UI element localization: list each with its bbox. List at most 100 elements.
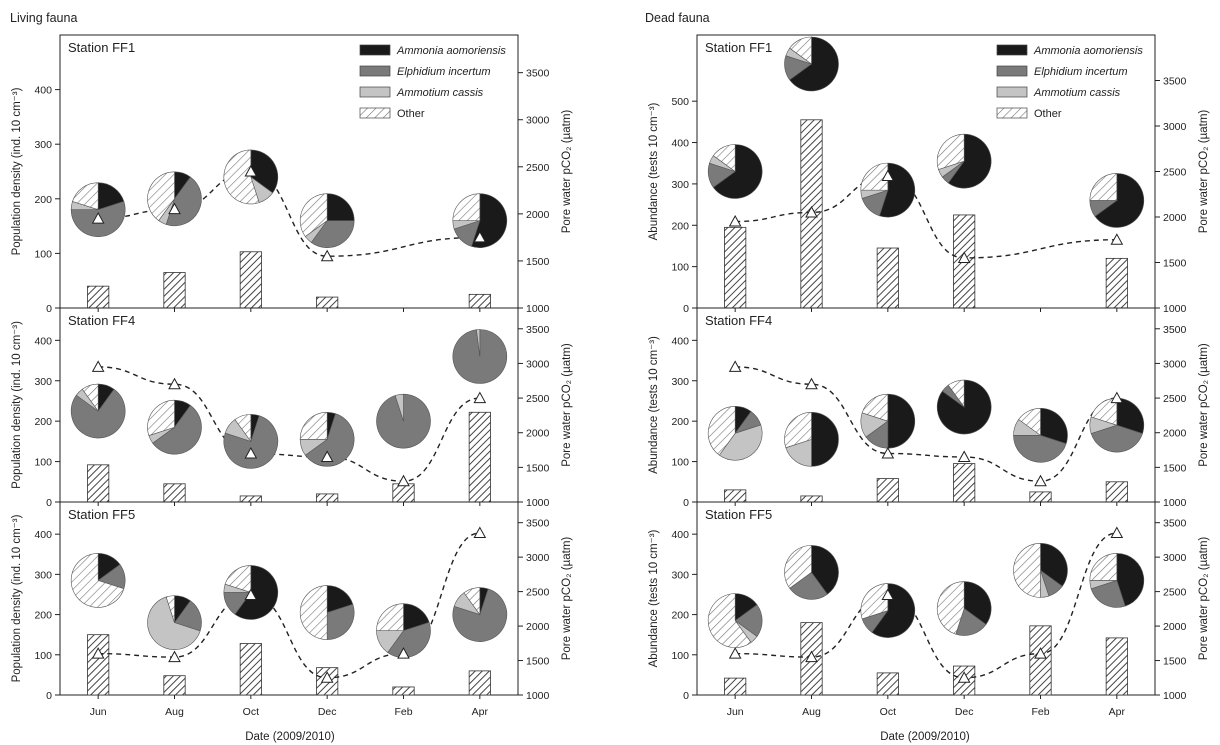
- pie-chart: [223, 414, 279, 469]
- bar: [724, 226, 747, 309]
- pie-chart: [784, 412, 839, 467]
- bar: [1105, 637, 1128, 696]
- y2-tick-label: 2500: [1163, 587, 1187, 599]
- pie-slice: [1090, 424, 1143, 453]
- y2-tick-label: 1500: [1163, 462, 1187, 474]
- pco2-marker: [320, 450, 334, 462]
- pie-slice: [789, 571, 828, 600]
- bar: [1105, 257, 1128, 309]
- legend-swatch: [359, 107, 391, 119]
- pie-slice: [1116, 553, 1145, 607]
- y2-tick-label: 3500: [1163, 324, 1187, 336]
- y-tick-label: 200: [34, 416, 52, 428]
- station-title: Station FF1: [68, 40, 135, 55]
- bar: [724, 677, 747, 696]
- pco2-line: [735, 175, 1117, 259]
- y-tick-label: 100: [671, 262, 689, 274]
- y2-axis-label: Pore water pCO₂ (µatm): [1198, 343, 1210, 467]
- y-tick-label: 400: [34, 335, 52, 347]
- pie-slice: [861, 393, 889, 422]
- panel-frame: [59, 307, 519, 503]
- y-tick-label: 300: [671, 569, 689, 581]
- panel-dead-2: 0 100 200 300 400 1000 1500 2000 2500 3000 3500 Sta…: [648, 307, 1210, 509]
- bar: [87, 285, 110, 309]
- bar: [724, 489, 747, 503]
- legend-label: Elphidium incertum: [1034, 66, 1128, 78]
- y-tick-label: 400: [671, 138, 689, 150]
- bar: [468, 293, 491, 309]
- pie-slice: [811, 412, 839, 467]
- y2-tick-label: 1000: [1163, 690, 1187, 702]
- legend-swatch: [996, 86, 1028, 98]
- panel-living-2: 0 100 200 300 400 1000 1500 2000 2500 3000 3500 Sta…: [11, 307, 573, 509]
- panel-dead-3: 0 100 200 300 400 1000 1500 2000 2500 3000 3500 Jun…: [648, 501, 1210, 718]
- x-tick-label: Feb: [394, 706, 412, 718]
- y2-tick-label: 2500: [1163, 167, 1187, 179]
- y-tick-label: 100: [34, 248, 52, 260]
- y-tick-label: 0: [683, 303, 689, 315]
- legend-label: Other: [1034, 108, 1062, 120]
- y2-tick-label: 2000: [1163, 212, 1187, 224]
- pie-chart: [299, 193, 355, 248]
- x-tick-label: Aug: [165, 706, 184, 718]
- y2-tick-label: 1000: [526, 497, 550, 509]
- legend-label: Elphidium incertum: [397, 66, 491, 78]
- pie-chart: [936, 133, 992, 189]
- y2-tick-label: 2000: [1163, 428, 1187, 440]
- pco2-marker: [320, 671, 334, 683]
- y2-axis-label: Pore water pCO₂ (µatm): [561, 110, 573, 234]
- y2-tick-label: 3000: [1163, 552, 1187, 564]
- pie-chart: [452, 587, 508, 642]
- y2-tick-label: 3500: [526, 324, 550, 336]
- station-title: Station FF5: [705, 507, 772, 522]
- pco2-marker: [881, 446, 895, 459]
- pie-slice: [707, 593, 752, 648]
- pie-slice: [147, 596, 201, 650]
- pie-chart: [147, 595, 202, 650]
- pie-slice: [1040, 408, 1068, 445]
- pie-slice: [811, 545, 839, 595]
- pco2-marker: [728, 647, 742, 659]
- pie-slice: [223, 415, 279, 469]
- bar: [316, 296, 339, 309]
- pco2-marker: [320, 249, 334, 262]
- pie-chart: [70, 182, 126, 238]
- bar: [163, 483, 186, 503]
- pie-slice: [963, 581, 992, 625]
- pco2-marker: [805, 650, 818, 663]
- pie-chart: [223, 149, 279, 205]
- pie-slice: [299, 412, 328, 440]
- pco2-marker: [881, 588, 895, 601]
- pie-slice: [947, 133, 992, 189]
- bar: [1105, 481, 1128, 503]
- y-axis-label: Population density (ind. 10 cm⁻³): [11, 514, 23, 682]
- y-tick-label: 300: [671, 179, 689, 191]
- legend-label: Other: [397, 108, 425, 120]
- bar: [239, 251, 262, 309]
- pco2-marker: [473, 391, 487, 404]
- pco2-marker: [1034, 474, 1047, 487]
- pie-slice: [1090, 580, 1126, 608]
- station-title: Station FF5: [68, 507, 135, 522]
- x-tick-label: Jun: [90, 706, 107, 718]
- pie-slice: [707, 405, 736, 456]
- bar: [163, 272, 186, 309]
- panel-living-1: 0 100 200 300 400 1000 1500 2000 2500 3000 3500 Sta…: [11, 34, 573, 315]
- pie-chart: [707, 144, 763, 199]
- y2-tick-label: 1000: [526, 303, 550, 315]
- y-tick-label: 100: [671, 457, 689, 469]
- pco2-marker: [805, 377, 818, 390]
- pco2-marker: [91, 360, 105, 372]
- pie-slice: [304, 413, 355, 467]
- pco2-marker: [473, 526, 487, 539]
- bar: [953, 463, 976, 503]
- pie-slice: [860, 583, 889, 620]
- x-tick-label: Apr: [472, 706, 489, 718]
- y2-tick-label: 3500: [1163, 518, 1187, 530]
- bar: [800, 495, 823, 503]
- pie-chart: [299, 412, 355, 467]
- x-tick-label: Feb: [1031, 706, 1049, 718]
- legend-swatch: [359, 65, 391, 77]
- pie-slice: [1089, 553, 1118, 581]
- pie-slice: [860, 162, 889, 191]
